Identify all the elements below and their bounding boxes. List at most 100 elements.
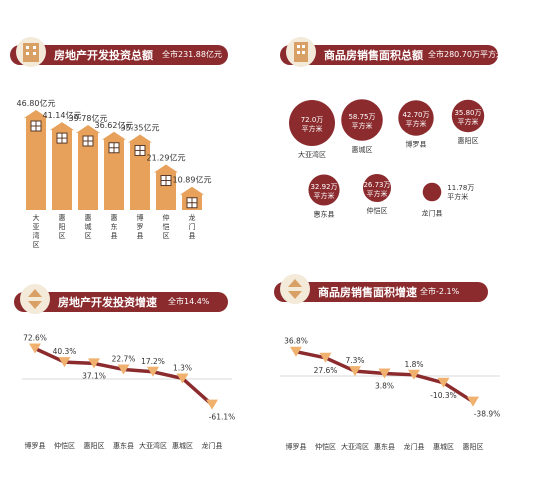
category-label-char: 龙 [189, 213, 196, 222]
building-icon [286, 37, 316, 67]
bubble [451, 99, 485, 133]
category-label-char: 亚 [33, 223, 40, 231]
data-point-marker [467, 396, 479, 407]
bar-value-label: 21.29亿元 [147, 153, 186, 163]
bubble [362, 173, 392, 203]
chart1-subtitle: 全市231.88亿元 [162, 50, 222, 59]
category-label-char: 大 [33, 213, 40, 222]
bubble-category-label: 龙门县 [422, 208, 443, 217]
x-tick-label: 龙门县 [202, 441, 223, 450]
bar-house [102, 131, 126, 210]
bubble-value-label: 26.73万 [363, 181, 390, 189]
data-label: 3.8% [375, 381, 394, 390]
category-label-char: 惠 [111, 213, 118, 222]
bar-roof [102, 131, 126, 140]
category-label-char: 博 [137, 213, 144, 222]
data-point-marker [206, 399, 218, 410]
data-label: 37.1% [82, 371, 106, 380]
bar-roof [128, 134, 152, 143]
bar-roof [154, 164, 178, 173]
chart2-title: 商品房销售面积总额 [324, 49, 423, 62]
bar-body [52, 129, 72, 210]
bubble [398, 100, 434, 136]
category-label-char: 恺 [163, 222, 170, 231]
bar-body [130, 141, 150, 210]
bubble-unit-label: 平方米 [302, 124, 323, 133]
data-label: -61.1% [209, 413, 236, 422]
x-tick-label: 博罗县 [286, 442, 307, 451]
data-point-marker [176, 373, 189, 384]
bar-value-label: 35.35亿元 [121, 122, 160, 132]
bubble-category-label: 惠阳区 [458, 136, 479, 145]
category-label-char: 区 [163, 232, 170, 240]
x-tick-label: 博罗县 [25, 441, 46, 450]
bar-value-label: 36.62亿元 [95, 120, 134, 130]
bubble-category-label: 大亚湾区 [298, 150, 326, 159]
bar-value-label: 39.78亿元 [69, 113, 108, 123]
x-tick-label: 惠城区 [172, 441, 193, 450]
x-tick-label: 惠阳区 [463, 442, 484, 451]
bar-house [24, 110, 48, 210]
data-label: 7.3% [345, 356, 364, 365]
x-tick-label: 仲恺区 [315, 442, 336, 451]
data-point-marker [437, 377, 450, 388]
chart3-subtitle: 全市14.4% [168, 297, 210, 306]
x-tick-label: 惠城区 [433, 442, 454, 451]
data-point-marker [290, 346, 302, 357]
data-label: 1.8% [404, 360, 423, 369]
data-label: 40.3% [53, 347, 77, 356]
category-label-char: 县 [189, 232, 196, 240]
up-down-arrows-icon [280, 274, 310, 304]
chart4-header: 商品房销售面积增速 全市-2.1% [274, 274, 488, 304]
category-label-char: 阳 [59, 222, 66, 231]
bar-roof [76, 125, 100, 133]
x-tick-label: 仲恺区 [54, 441, 75, 450]
chart4-plot: 36.8% 博罗县 27.6% 仲恺区 7.3% 大亚湾区 3.8% 惠东县 1.8% 龙门县 -1… [280, 337, 500, 451]
data-point-marker [29, 343, 41, 354]
chart2-header: 商品房销售面积总额 全市280.70万平方米 [280, 37, 504, 67]
bar-house [50, 122, 74, 210]
bubble-unit-label: 平方米 [314, 191, 335, 200]
x-tick-label: 惠阳区 [84, 441, 105, 450]
bar-value-label: 10.89亿元 [173, 175, 212, 185]
bar-house [154, 164, 178, 210]
data-point-marker [319, 352, 332, 363]
bubble-category-label: 惠城区 [352, 145, 373, 154]
category-label-char: 湾 [33, 231, 40, 240]
bubble-unit-label: 平方米 [352, 121, 373, 130]
data-label: 17.2% [141, 357, 165, 366]
up-down-arrows-icon [20, 284, 50, 314]
chart1-header: 房地产开发投资总额 全市231.88亿元 [10, 37, 228, 67]
x-tick-label: 大亚湾区 [341, 442, 369, 451]
building-icon [16, 37, 46, 67]
category-label-char: 惠 [85, 213, 92, 222]
data-label: 72.6% [23, 334, 47, 343]
bar-roof [180, 186, 204, 195]
chart1-title: 房地产开发投资总额 [54, 49, 153, 62]
bubble-category-label: 仲恺区 [367, 206, 388, 215]
category-label-char: 门 [189, 222, 196, 231]
category-label-char: 区 [85, 232, 92, 240]
bar-house [76, 125, 100, 210]
bar-body [78, 132, 98, 210]
bubble-value-label: 72.0万 [301, 116, 324, 124]
chart1-plot: 46.80亿元大亚湾区41.14亿元惠阳区39.78亿元惠城区36.62亿元惠东… [17, 98, 212, 249]
bubble-value-label: 11.78万 [447, 184, 474, 192]
x-tick-label: 龙门县 [404, 442, 425, 451]
x-tick-label: 惠东县 [374, 442, 395, 451]
data-point-marker [408, 369, 420, 380]
category-label-char: 东 [111, 222, 118, 231]
data-point-marker [378, 368, 391, 379]
bubble-unit-label: 平方米 [447, 192, 468, 201]
data-label: 36.8% [284, 337, 308, 346]
x-tick-label: 大亚湾区 [139, 441, 167, 450]
bubble-unit-label: 平方米 [406, 119, 427, 128]
x-tick-label: 惠东县 [113, 441, 134, 450]
category-label-char: 仲 [163, 213, 170, 222]
data-label: 1.3% [173, 363, 192, 372]
category-label-char: 城 [85, 223, 92, 231]
data-point-marker [58, 357, 71, 368]
data-point-marker [117, 364, 130, 375]
bubble [422, 182, 442, 202]
category-label-char: 县 [137, 232, 144, 240]
